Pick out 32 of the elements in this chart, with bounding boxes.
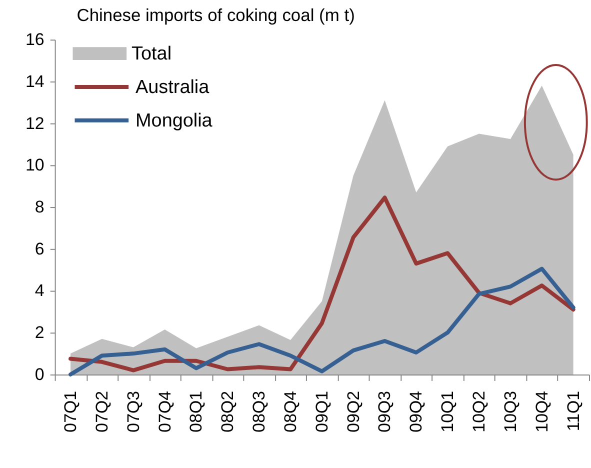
y-tick-label: 8 xyxy=(34,198,44,217)
line-series xyxy=(68,266,576,376)
y-tick-label: 6 xyxy=(34,239,44,258)
legend-label: Mongolia xyxy=(136,110,213,132)
y-tick-label: 2 xyxy=(34,323,44,342)
x-tick-label: 08Q1 xyxy=(186,390,206,432)
y-tick-label: 12 xyxy=(26,114,44,133)
x-tick-label: 08Q2 xyxy=(218,390,238,432)
x-tick-label: 11Q1 xyxy=(564,390,583,432)
y-tick-label: 4 xyxy=(34,281,44,300)
x-tick-label: 07Q3 xyxy=(124,390,143,432)
x-tick-label: 07Q2 xyxy=(92,390,112,432)
x-tick-label: 10Q4 xyxy=(532,390,552,432)
x-tick-label: 10Q3 xyxy=(500,390,520,432)
x-tick-label: 08Q3 xyxy=(250,390,269,432)
x-tick-label: 10Q2 xyxy=(470,390,489,432)
x-tick-label: 09Q1 xyxy=(312,390,332,432)
y-tick-label: 0 xyxy=(34,364,44,384)
legend-label: Total xyxy=(132,44,172,65)
y-tick-label: 16 xyxy=(26,30,44,50)
x-tick-label: 09Q4 xyxy=(406,390,426,432)
x-tick-label: 08Q4 xyxy=(280,390,300,432)
chart-title: Chinese imports of coking coal (m t) xyxy=(76,5,355,26)
line-series xyxy=(68,196,576,372)
x-tick-label: 07Q4 xyxy=(155,390,174,432)
y-tick-label: 10 xyxy=(26,156,44,175)
x-tick-label: 09Q3 xyxy=(375,390,394,432)
x-tick-label: 10Q1 xyxy=(438,390,458,432)
x-tick-label: 07Q1 xyxy=(61,390,80,432)
x-tick-label: 09Q2 xyxy=(344,390,363,432)
y-tick-label: 14 xyxy=(26,72,44,91)
legend-label: Australia xyxy=(136,76,210,98)
